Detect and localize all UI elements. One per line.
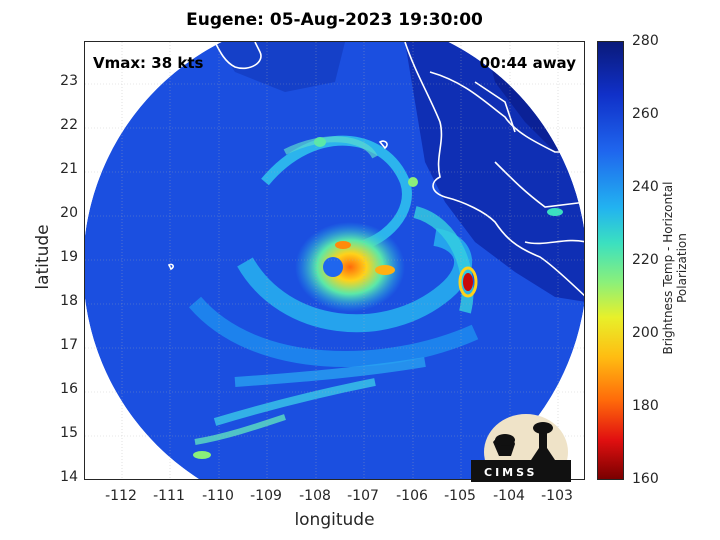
vmax-label: Vmax: 38 kts <box>93 54 204 72</box>
x-tick: -106 <box>396 488 428 504</box>
x-tick: -112 <box>105 488 137 504</box>
storm-eye <box>323 257 343 277</box>
x-tick: -111 <box>153 488 185 504</box>
colorbar-tick: 260 <box>632 106 659 122</box>
coastline <box>167 42 584 297</box>
colorbar-tick: 200 <box>632 325 659 341</box>
y-axis-label: latitude <box>33 224 53 290</box>
x-tick: -103 <box>541 488 573 504</box>
x-tick: -109 <box>250 488 282 504</box>
y-tick: 20 <box>60 205 78 221</box>
map-title: Eugene: 05-Aug-2023 19:30:00 <box>186 10 483 30</box>
x-tick: -107 <box>347 488 379 504</box>
x-tick: -105 <box>444 488 476 504</box>
y-tick: 17 <box>60 337 78 353</box>
colorbar <box>597 41 624 480</box>
storm-core <box>295 222 405 312</box>
spiral-bands <box>188 135 479 445</box>
colorbar-tick: 180 <box>632 398 659 414</box>
map-plot-area: Vmax: 38 kts 00:44 away <box>84 41 585 480</box>
x-tick: -108 <box>299 488 331 504</box>
y-tick: 15 <box>60 425 78 441</box>
colorbar-label: Brightness Temp - Horizontal Polarizatio… <box>661 181 689 355</box>
x-axis-label: longitude <box>294 510 375 530</box>
y-tick: 19 <box>60 249 78 265</box>
colorbar-tick: 160 <box>632 471 659 487</box>
microwave-image <box>85 42 584 479</box>
convective-hotspot <box>463 273 473 291</box>
colorbar-tick: 280 <box>632 33 659 49</box>
y-tick: 22 <box>60 117 78 133</box>
cimss-logo <box>471 414 571 482</box>
cimss-logo-text: CIMSS <box>484 466 538 479</box>
y-tick: 16 <box>60 381 78 397</box>
colorbar-tick: 220 <box>632 252 659 268</box>
colorbar-tick: 240 <box>632 179 659 195</box>
y-tick: 14 <box>60 469 78 485</box>
time-offset-label: 00:44 away <box>479 54 576 72</box>
y-tick: 21 <box>60 161 78 177</box>
x-tick: -104 <box>493 488 525 504</box>
x-tick: -110 <box>202 488 234 504</box>
y-tick: 23 <box>60 73 78 89</box>
y-tick: 18 <box>60 293 78 309</box>
